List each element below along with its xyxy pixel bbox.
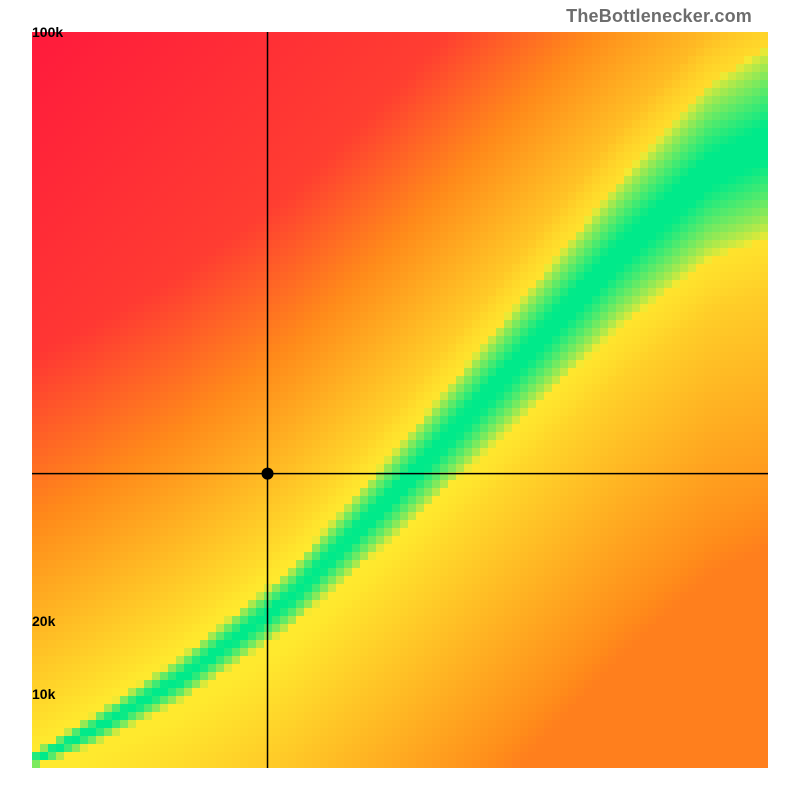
y-tick-label: 10k — [32, 686, 55, 702]
bottleneck-heatmap-chart: 10k20k100k — [32, 32, 768, 768]
crosshair-marker — [262, 468, 274, 480]
heatmap-svg — [32, 32, 768, 768]
attribution-text: TheBottlenecker.com — [566, 6, 752, 27]
y-tick-label: 100k — [32, 24, 63, 40]
y-tick-label: 20k — [32, 613, 55, 629]
